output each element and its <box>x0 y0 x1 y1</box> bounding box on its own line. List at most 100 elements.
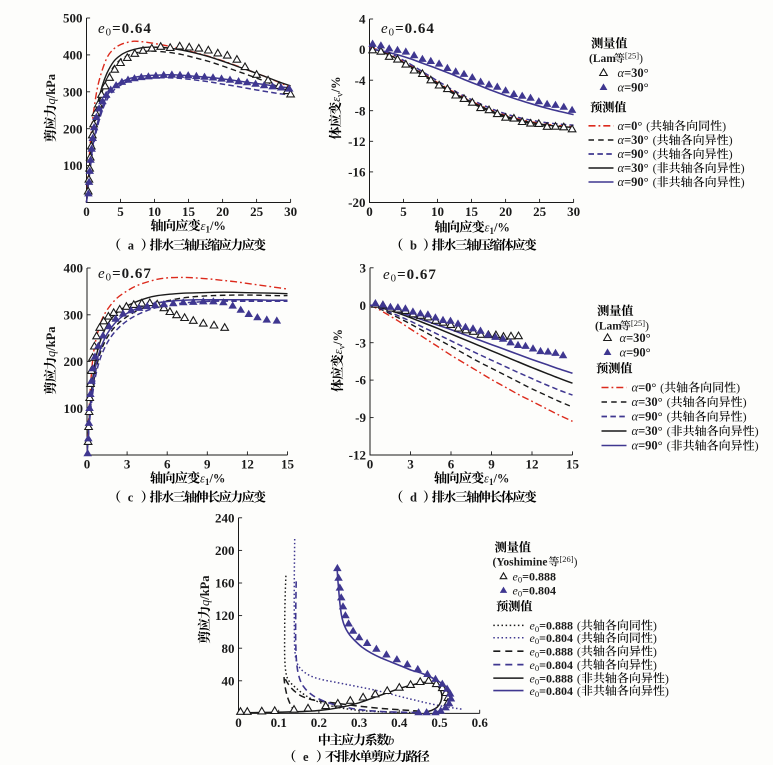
svg-text:-12: -12 <box>349 448 366 463</box>
svg-text:0: 0 <box>366 204 373 219</box>
svg-text:α=30°: α=30° <box>620 331 651 345</box>
svg-text:200: 200 <box>215 543 235 558</box>
svg-text:240: 240 <box>215 510 235 525</box>
svg-text:): ) <box>653 658 657 672</box>
svg-text:(Yoshimine: (Yoshimine <box>493 557 548 569</box>
svg-text:6: 6 <box>448 457 455 472</box>
svg-text:0: 0 <box>84 457 91 472</box>
svg-text:(: ( <box>577 644 581 658</box>
svg-text:): ) <box>653 644 657 658</box>
svg-text:(: ( <box>667 424 671 438</box>
svg-text:500: 500 <box>63 11 83 26</box>
svg-text:): ) <box>729 133 733 147</box>
svg-text:q/kPa: q/kPa <box>44 326 58 357</box>
svg-text:α=90°: α=90° <box>618 147 649 161</box>
svg-text:100: 100 <box>63 158 83 173</box>
svg-text:q/kPa: q/kPa <box>198 575 212 606</box>
svg-text:e0=0.888: e0=0.888 <box>530 619 573 634</box>
svg-text:25: 25 <box>533 204 547 219</box>
svg-text:e0=0.804: e0=0.804 <box>530 684 573 699</box>
svg-text:ε1/%: ε1/% <box>485 221 510 236</box>
svg-text:-4: -4 <box>355 73 366 88</box>
svg-text:): ) <box>755 439 759 453</box>
svg-text:b: b <box>388 734 394 748</box>
svg-text:6: 6 <box>164 457 171 472</box>
svg-text:15: 15 <box>566 457 580 472</box>
svg-text:): ) <box>665 671 669 685</box>
svg-text:): ) <box>743 395 747 409</box>
svg-text:(: ( <box>646 119 650 133</box>
svg-text:α=30°: α=30° <box>618 66 649 80</box>
svg-text:): ) <box>743 410 747 424</box>
svg-text:e0=0.888: e0=0.888 <box>513 570 556 585</box>
svg-text:): ) <box>665 684 669 698</box>
svg-text:α=90°: α=90° <box>632 410 663 424</box>
svg-text:15: 15 <box>281 457 295 472</box>
svg-text:10: 10 <box>431 204 444 219</box>
svg-text:120: 120 <box>215 608 235 623</box>
svg-text:(: ( <box>660 381 664 395</box>
svg-text:0.6: 0.6 <box>472 715 489 730</box>
svg-text:e0=0.804: e0=0.804 <box>530 631 573 646</box>
svg-text:20: 20 <box>216 204 229 219</box>
svg-text:15: 15 <box>182 204 196 219</box>
svg-text:e0=0.67: e0=0.67 <box>383 267 437 285</box>
svg-text:[25]): [25]) <box>625 51 643 66</box>
svg-text:200: 200 <box>63 121 83 136</box>
svg-text:300: 300 <box>63 84 83 99</box>
svg-text:4: 4 <box>359 12 366 27</box>
svg-text:0.1: 0.1 <box>271 715 287 730</box>
svg-text:e0=0.804: e0=0.804 <box>530 658 573 673</box>
svg-text:a: a <box>128 239 135 253</box>
svg-text:(: ( <box>577 619 581 633</box>
svg-text:(: ( <box>577 658 581 672</box>
svg-text:α=30°: α=30° <box>632 395 663 409</box>
svg-text:5: 5 <box>400 204 407 219</box>
svg-text:(: ( <box>577 684 581 698</box>
svg-text:α=30°: α=30° <box>632 424 663 438</box>
svg-text:-12: -12 <box>348 134 365 149</box>
svg-text:0.5: 0.5 <box>431 715 448 730</box>
svg-text:10: 10 <box>148 204 161 219</box>
svg-text:q/kPa: q/kPa <box>44 73 58 104</box>
svg-text:(Lam: (Lam <box>589 53 616 65</box>
svg-text:): ) <box>755 424 759 438</box>
svg-text:α=90°: α=90° <box>618 81 649 95</box>
svg-text:25: 25 <box>250 204 264 219</box>
svg-text:-16: -16 <box>348 165 366 180</box>
svg-text:15: 15 <box>465 204 479 219</box>
svg-text:400: 400 <box>64 261 84 276</box>
svg-text:80: 80 <box>222 641 235 656</box>
svg-text:e0=0.804: e0=0.804 <box>513 584 556 599</box>
svg-text:3: 3 <box>407 457 414 472</box>
svg-text:30: 30 <box>567 204 580 219</box>
svg-text:b: b <box>410 239 417 253</box>
svg-text:(Lam: (Lam <box>595 321 622 333</box>
svg-text:e0=0.64: e0=0.64 <box>381 21 435 39</box>
svg-text:α=30°: α=30° <box>618 161 649 175</box>
svg-text:-20: -20 <box>348 195 365 210</box>
svg-text:0.4: 0.4 <box>391 715 408 730</box>
svg-text:5: 5 <box>117 204 124 219</box>
svg-text:): ) <box>729 147 733 161</box>
svg-text:0: 0 <box>83 204 90 219</box>
svg-text:-3: -3 <box>355 335 366 350</box>
svg-text:100: 100 <box>64 401 84 416</box>
svg-text:20: 20 <box>499 204 512 219</box>
svg-text:0: 0 <box>360 298 367 313</box>
svg-text:9: 9 <box>488 457 495 472</box>
svg-text:0.3: 0.3 <box>351 715 368 730</box>
svg-text:[25]): [25]) <box>631 318 649 333</box>
svg-text:(: ( <box>653 147 657 161</box>
svg-text:α=0°: α=0° <box>618 119 643 133</box>
svg-text:α=90°: α=90° <box>618 175 649 189</box>
svg-text:400: 400 <box>63 48 83 63</box>
svg-text:200: 200 <box>64 354 84 369</box>
svg-text:12: 12 <box>526 457 539 472</box>
svg-text:εv/%: εv/% <box>329 76 344 101</box>
svg-text:[26]): [26]) <box>559 554 577 569</box>
svg-text:ε1/%: ε1/% <box>200 472 225 487</box>
svg-text:(: ( <box>667 395 671 409</box>
svg-text:α=30°: α=30° <box>618 133 649 147</box>
svg-text:40: 40 <box>222 673 235 688</box>
